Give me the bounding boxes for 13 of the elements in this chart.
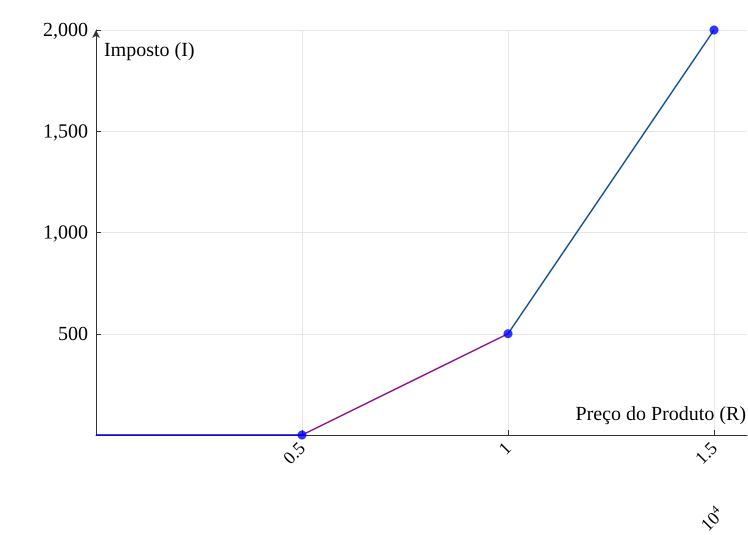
y-tick-label: 1,500 [43, 120, 88, 142]
x-tick-label: 1.5 [691, 438, 722, 468]
point [710, 26, 719, 34]
x-tick-label: 0.5 [279, 438, 310, 468]
y-tick-label: 1,000 [43, 222, 88, 244]
y-tick-label: 2,000 [43, 19, 88, 41]
x-axis-title: Preço do Produto (R) [575, 403, 746, 425]
x-tick-label: 1 [494, 438, 516, 458]
point [504, 329, 513, 338]
point [298, 430, 307, 440]
text: 104 [696, 502, 724, 535]
y-tick-label: 500 [58, 322, 88, 345]
y-axis-title: Imposto (I) [104, 39, 195, 61]
